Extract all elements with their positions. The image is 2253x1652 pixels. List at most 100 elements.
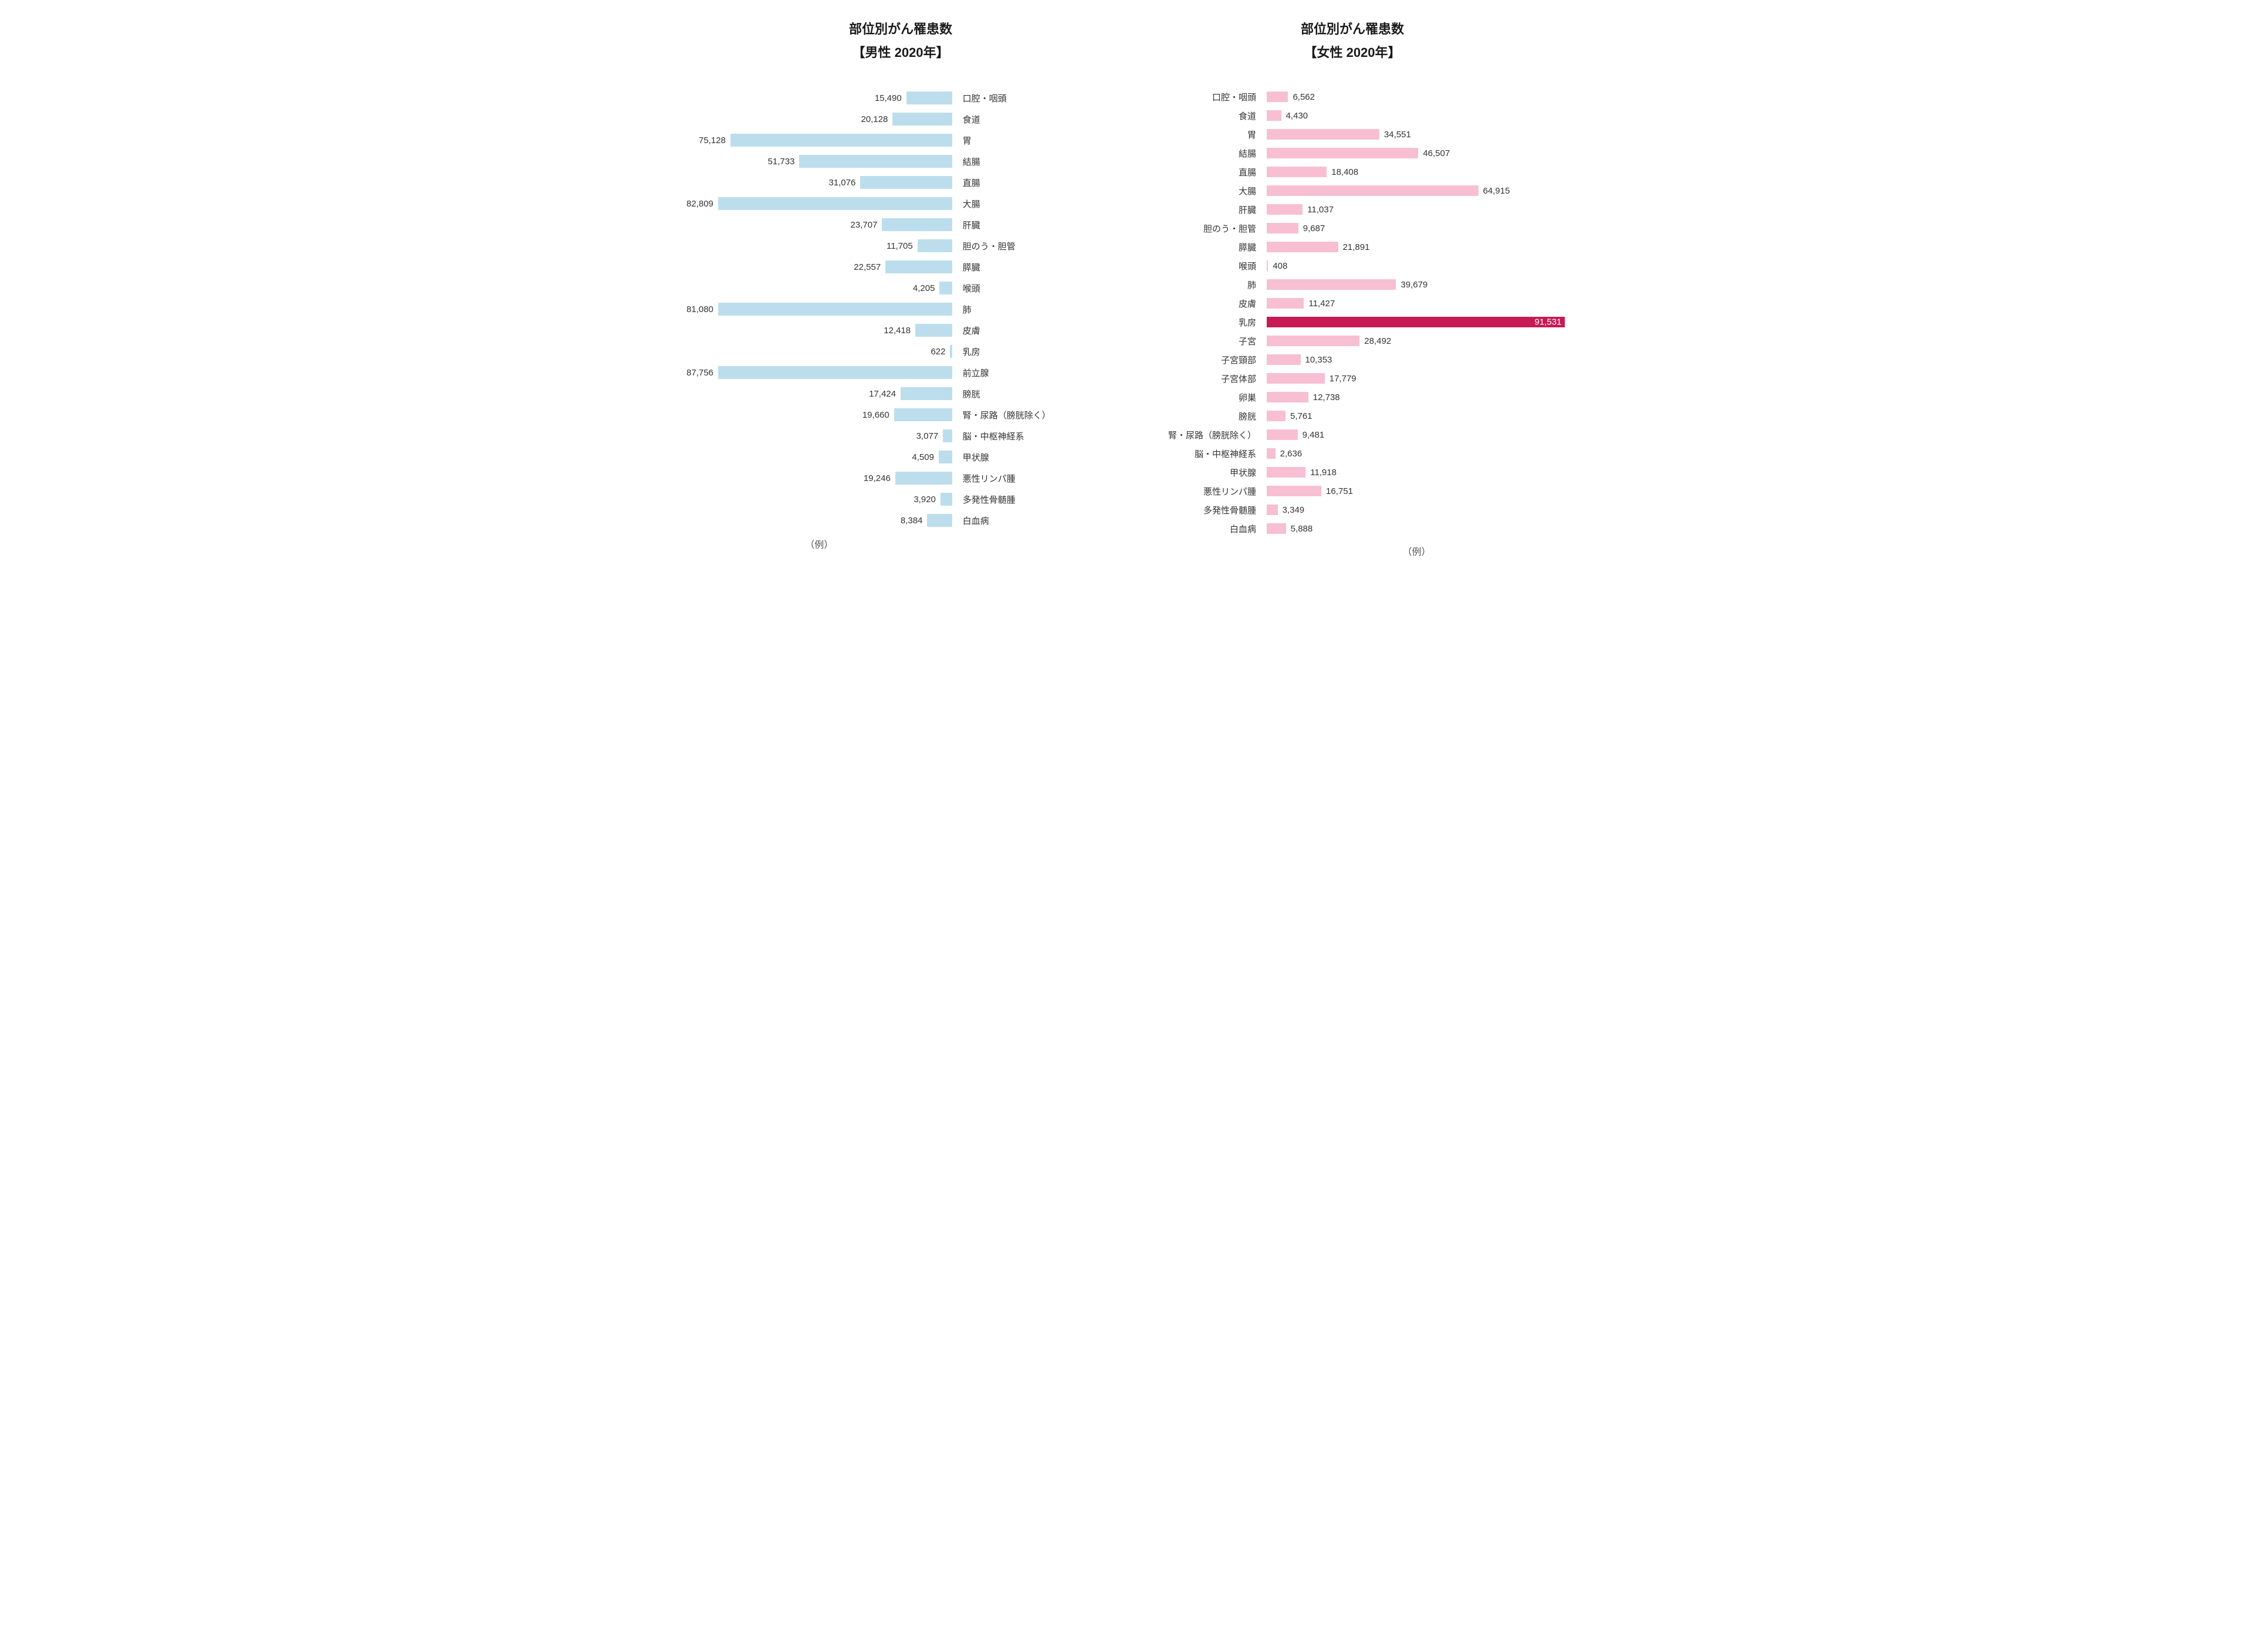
female-bar-label: 大腸 [1138,185,1267,197]
female-bar-value: 10,353 [1305,355,1332,365]
male-bar-value: 19,246 [864,473,891,483]
male-bar-label: 多発性骨髄腫 [952,493,1115,506]
male-bar-value: 20,128 [861,114,888,124]
male-bar-value: 82,809 [686,199,713,209]
male-bar [860,176,952,189]
female-bar [1267,523,1286,534]
female-bar-area: 9,687 [1267,223,1567,233]
male-row: 4,509 甲状腺 [686,446,1115,468]
male-row: 4,205喉頭 [686,277,1115,299]
female-bar: 91,531 [1267,317,1565,327]
female-bar-area: 18,408 [1267,167,1567,177]
male-bar-label: 膀胱 [952,388,1115,400]
female-bar-label: 結腸 [1138,147,1267,160]
male-bar [894,408,952,421]
male-bar [939,451,952,463]
female-bar [1267,167,1327,177]
male-bar-area: 12,418 [686,324,952,337]
female-bar-label: 白血病 [1138,523,1267,535]
female-row: 大腸64,915 [1138,181,1567,200]
female-bar-label: 乳房 [1138,316,1267,329]
female-bar-value: 12,738 [1313,392,1340,402]
male-bar [718,197,952,210]
female-bar-label: 口腔・咽頭 [1138,91,1267,103]
male-row: 8,384白血病 [686,510,1115,531]
female-row: 子宮頸部10,353 [1138,350,1567,369]
female-bar-label: 卵巣 [1138,391,1267,404]
female-bar-label: 子宮 [1138,335,1267,347]
male-bar-label: 膵臓 [952,261,1115,273]
female-row: 甲状腺11,918 [1138,463,1567,482]
female-row: 腎・尿路（膀胱除く）9,481 [1138,425,1567,444]
female-bar-area: 11,037 [1267,204,1567,215]
female-row: 喉頭408 [1138,256,1567,275]
male-bar-label: 直腸 [952,177,1115,189]
male-bar-area: 75,128 [686,134,952,147]
male-bar-label: 前立腺 [952,367,1115,379]
male-bar-area: 15,490 [686,92,952,104]
male-bar-value: 12,418 [884,326,911,336]
female-row: 多発性骨髄腫3,349 [1138,500,1567,519]
female-bar [1267,185,1479,196]
male-title: 部位別がん罹患数 【男性 2020年】 [686,18,1115,64]
male-bar [882,218,952,231]
female-bar-value: 34,551 [1384,130,1411,140]
male-bar [943,429,952,442]
male-bar [799,155,952,168]
female-bar-area: 46,507 [1267,148,1567,158]
male-bar-area: 87,756 [686,366,952,379]
male-bar-value: 8,384 [901,516,923,526]
male-bar-area: 17,424 [686,387,952,400]
female-bar [1267,486,1321,496]
female-row: 卵巣 12,738 [1138,388,1567,407]
female-bar-value: 11,037 [1307,205,1334,215]
female-row: 膀胱5,761 [1138,407,1567,425]
male-bar-value: 11,705 [887,241,913,251]
female-bar-value: 4,430 [1286,111,1308,121]
female-bar-label: 膀胱 [1138,410,1267,422]
female-bar [1267,392,1308,402]
male-bar-value: 22,557 [854,262,881,272]
female-bar [1267,92,1288,102]
male-bar-label: 甲状腺 [952,451,1115,463]
female-bar-value: 28,492 [1364,336,1391,346]
male-bar-value: 75,128 [699,136,726,145]
male-bar-value: 3,920 [914,495,936,505]
male-row: 19,246悪性リンパ腫 [686,468,1115,489]
female-bar-value: 408 [1273,261,1287,271]
female-bar [1267,429,1298,440]
male-bar-area: 51,733 [686,155,952,168]
female-bar-value: 5,888 [1291,524,1313,534]
female-bar [1267,260,1268,271]
female-chart: 口腔・咽頭6,562食道4,430胃34,551結腸46,507直腸18,408… [1138,87,1567,538]
male-row: 75,128胃 [686,130,1115,151]
female-row: 肝臓11,037 [1138,200,1567,219]
female-bar-label: 子宮体部 [1138,373,1267,385]
female-bar-area: 16,751 [1267,486,1567,496]
female-row: 肺39,679 [1138,275,1567,294]
male-bar-label: 乳房 [952,346,1115,358]
female-bar [1267,110,1281,121]
male-row: 11,705胆のう・胆管 [686,235,1115,256]
female-bar-area: 6,562 [1267,92,1567,102]
female-bar-label: 肺 [1138,279,1267,291]
female-bar-area: 2,636 [1267,448,1567,459]
female-row: 皮膚11,427 [1138,294,1567,313]
female-bar-value: 11,918 [1310,468,1337,478]
female-bar-value: 3,349 [1283,505,1305,515]
female-bar-value: 91,531 [1535,317,1562,327]
female-bar [1267,467,1305,478]
female-axis-caption: （例） [1267,544,1567,558]
male-bar-area: 23,707 [686,218,952,231]
male-row: 23,707肝臓 [686,214,1115,235]
female-bar-value: 9,481 [1303,430,1325,440]
male-row: 31,076直腸 [686,172,1115,193]
male-bar-area: 4,509 [686,451,952,463]
male-row: 15,490口腔・咽頭 [686,87,1115,109]
female-bar-value: 16,751 [1326,486,1353,496]
female-bar-label: 脳・中枢神経系 [1138,448,1267,460]
female-bar-area: 4,430 [1267,110,1567,121]
female-row: 食道4,430 [1138,106,1567,125]
male-bar-label: 皮膚 [952,324,1115,337]
male-bar-value: 4,509 [912,452,934,462]
